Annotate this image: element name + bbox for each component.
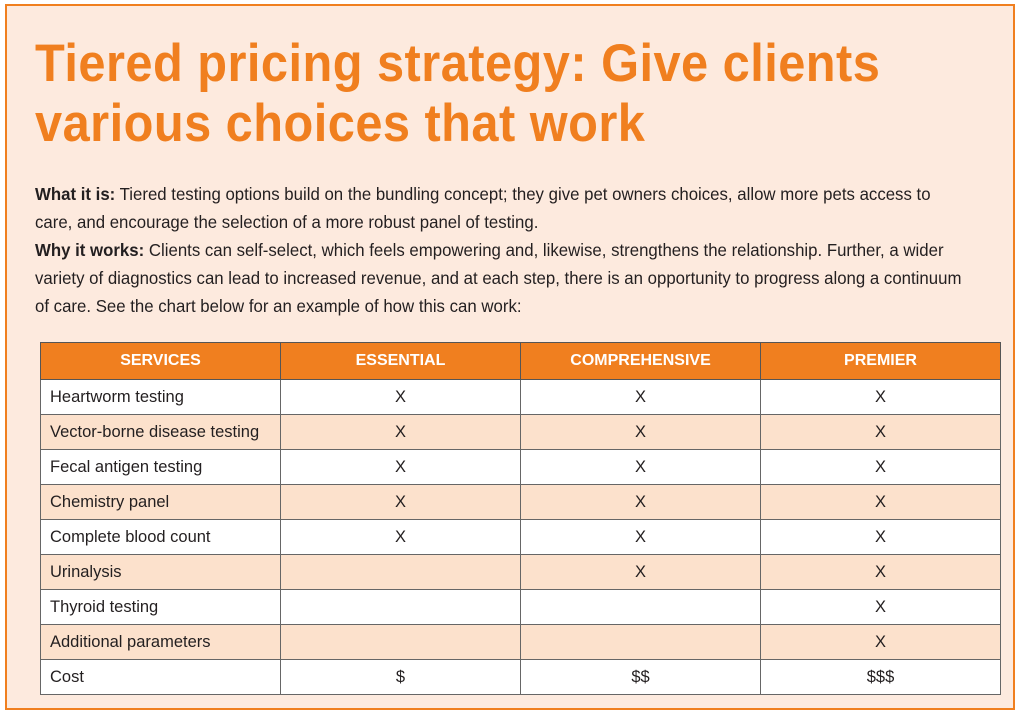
essential-cell: X [280,379,521,415]
essential-cell [280,624,521,660]
header-essential: ESSENTIAL [280,342,521,380]
comprehensive-cell: X [520,484,761,520]
why-it-works-paragraph: Why it works: Clients can self-select, w… [35,236,966,320]
what-it-is-paragraph: What it is: Tiered testing options build… [35,180,966,236]
comprehensive-cell: X [520,554,761,590]
why-it-works-text: Clients can self-select, which feels emp… [35,240,962,316]
comprehensive-cell [520,624,761,660]
table-row: Thyroid testing X [40,589,1001,625]
table-row: Additional parameters X [40,624,1001,660]
premier-cell: X [760,484,1001,520]
page-title: Tiered pricing strategy: Give clients va… [35,34,881,153]
service-cell: Chemistry panel [40,484,281,520]
essential-cell: X [280,484,521,520]
table-row: Complete blood count X X X [40,519,1001,555]
essential-cell [280,554,521,590]
service-cell: Cost [40,659,281,695]
premier-cost-cell: $$$ [760,659,1001,695]
comprehensive-cell [520,589,761,625]
service-cell: Heartworm testing [40,379,281,415]
service-cell: Complete blood count [40,519,281,555]
essential-cell: X [280,449,521,485]
table-row-cost: Cost $ $$ $$$ [40,659,1001,695]
essential-cell: X [280,414,521,450]
table-row: Heartworm testing X X X [40,379,1001,415]
premier-cell: X [760,449,1001,485]
premier-cell: X [760,379,1001,415]
service-cell: Additional parameters [40,624,281,660]
table-header-row: SERVICES ESSENTIAL COMPREHENSIVE PREMIER [40,342,1001,380]
essential-cost-cell: $ [280,659,521,695]
why-it-works-label: Why it works: [35,240,145,260]
premier-cell: X [760,519,1001,555]
header-services: SERVICES [40,342,281,380]
comprehensive-cell: X [520,519,761,555]
comprehensive-cost-cell: $$ [520,659,761,695]
comprehensive-cell: X [520,414,761,450]
table-row: Fecal antigen testing X X X [40,449,1001,485]
description: What it is: Tiered testing options build… [35,180,966,320]
comprehensive-cell: X [520,379,761,415]
service-cell: Thyroid testing [40,589,281,625]
table-row: Urinalysis X X [40,554,1001,590]
essential-cell: X [280,519,521,555]
header-comprehensive: COMPREHENSIVE [520,342,761,380]
pricing-tier-table: SERVICES ESSENTIAL COMPREHENSIVE PREMIER… [40,342,1001,695]
table-row: Chemistry panel X X X [40,484,1001,520]
service-cell: Urinalysis [40,554,281,590]
comprehensive-cell: X [520,449,761,485]
header-premier: PREMIER [760,342,1001,380]
premier-cell: X [760,414,1001,450]
infobox-panel: Tiered pricing strategy: Give clients va… [5,4,1015,710]
service-cell: Fecal antigen testing [40,449,281,485]
premier-cell: X [760,589,1001,625]
premier-cell: X [760,624,1001,660]
service-cell: Vector-borne disease testing [40,414,281,450]
table-row: Vector-borne disease testing X X X [40,414,1001,450]
what-it-is-text: Tiered testing options build on the bund… [35,184,931,232]
essential-cell [280,589,521,625]
what-it-is-label: What it is: [35,184,116,204]
premier-cell: X [760,554,1001,590]
